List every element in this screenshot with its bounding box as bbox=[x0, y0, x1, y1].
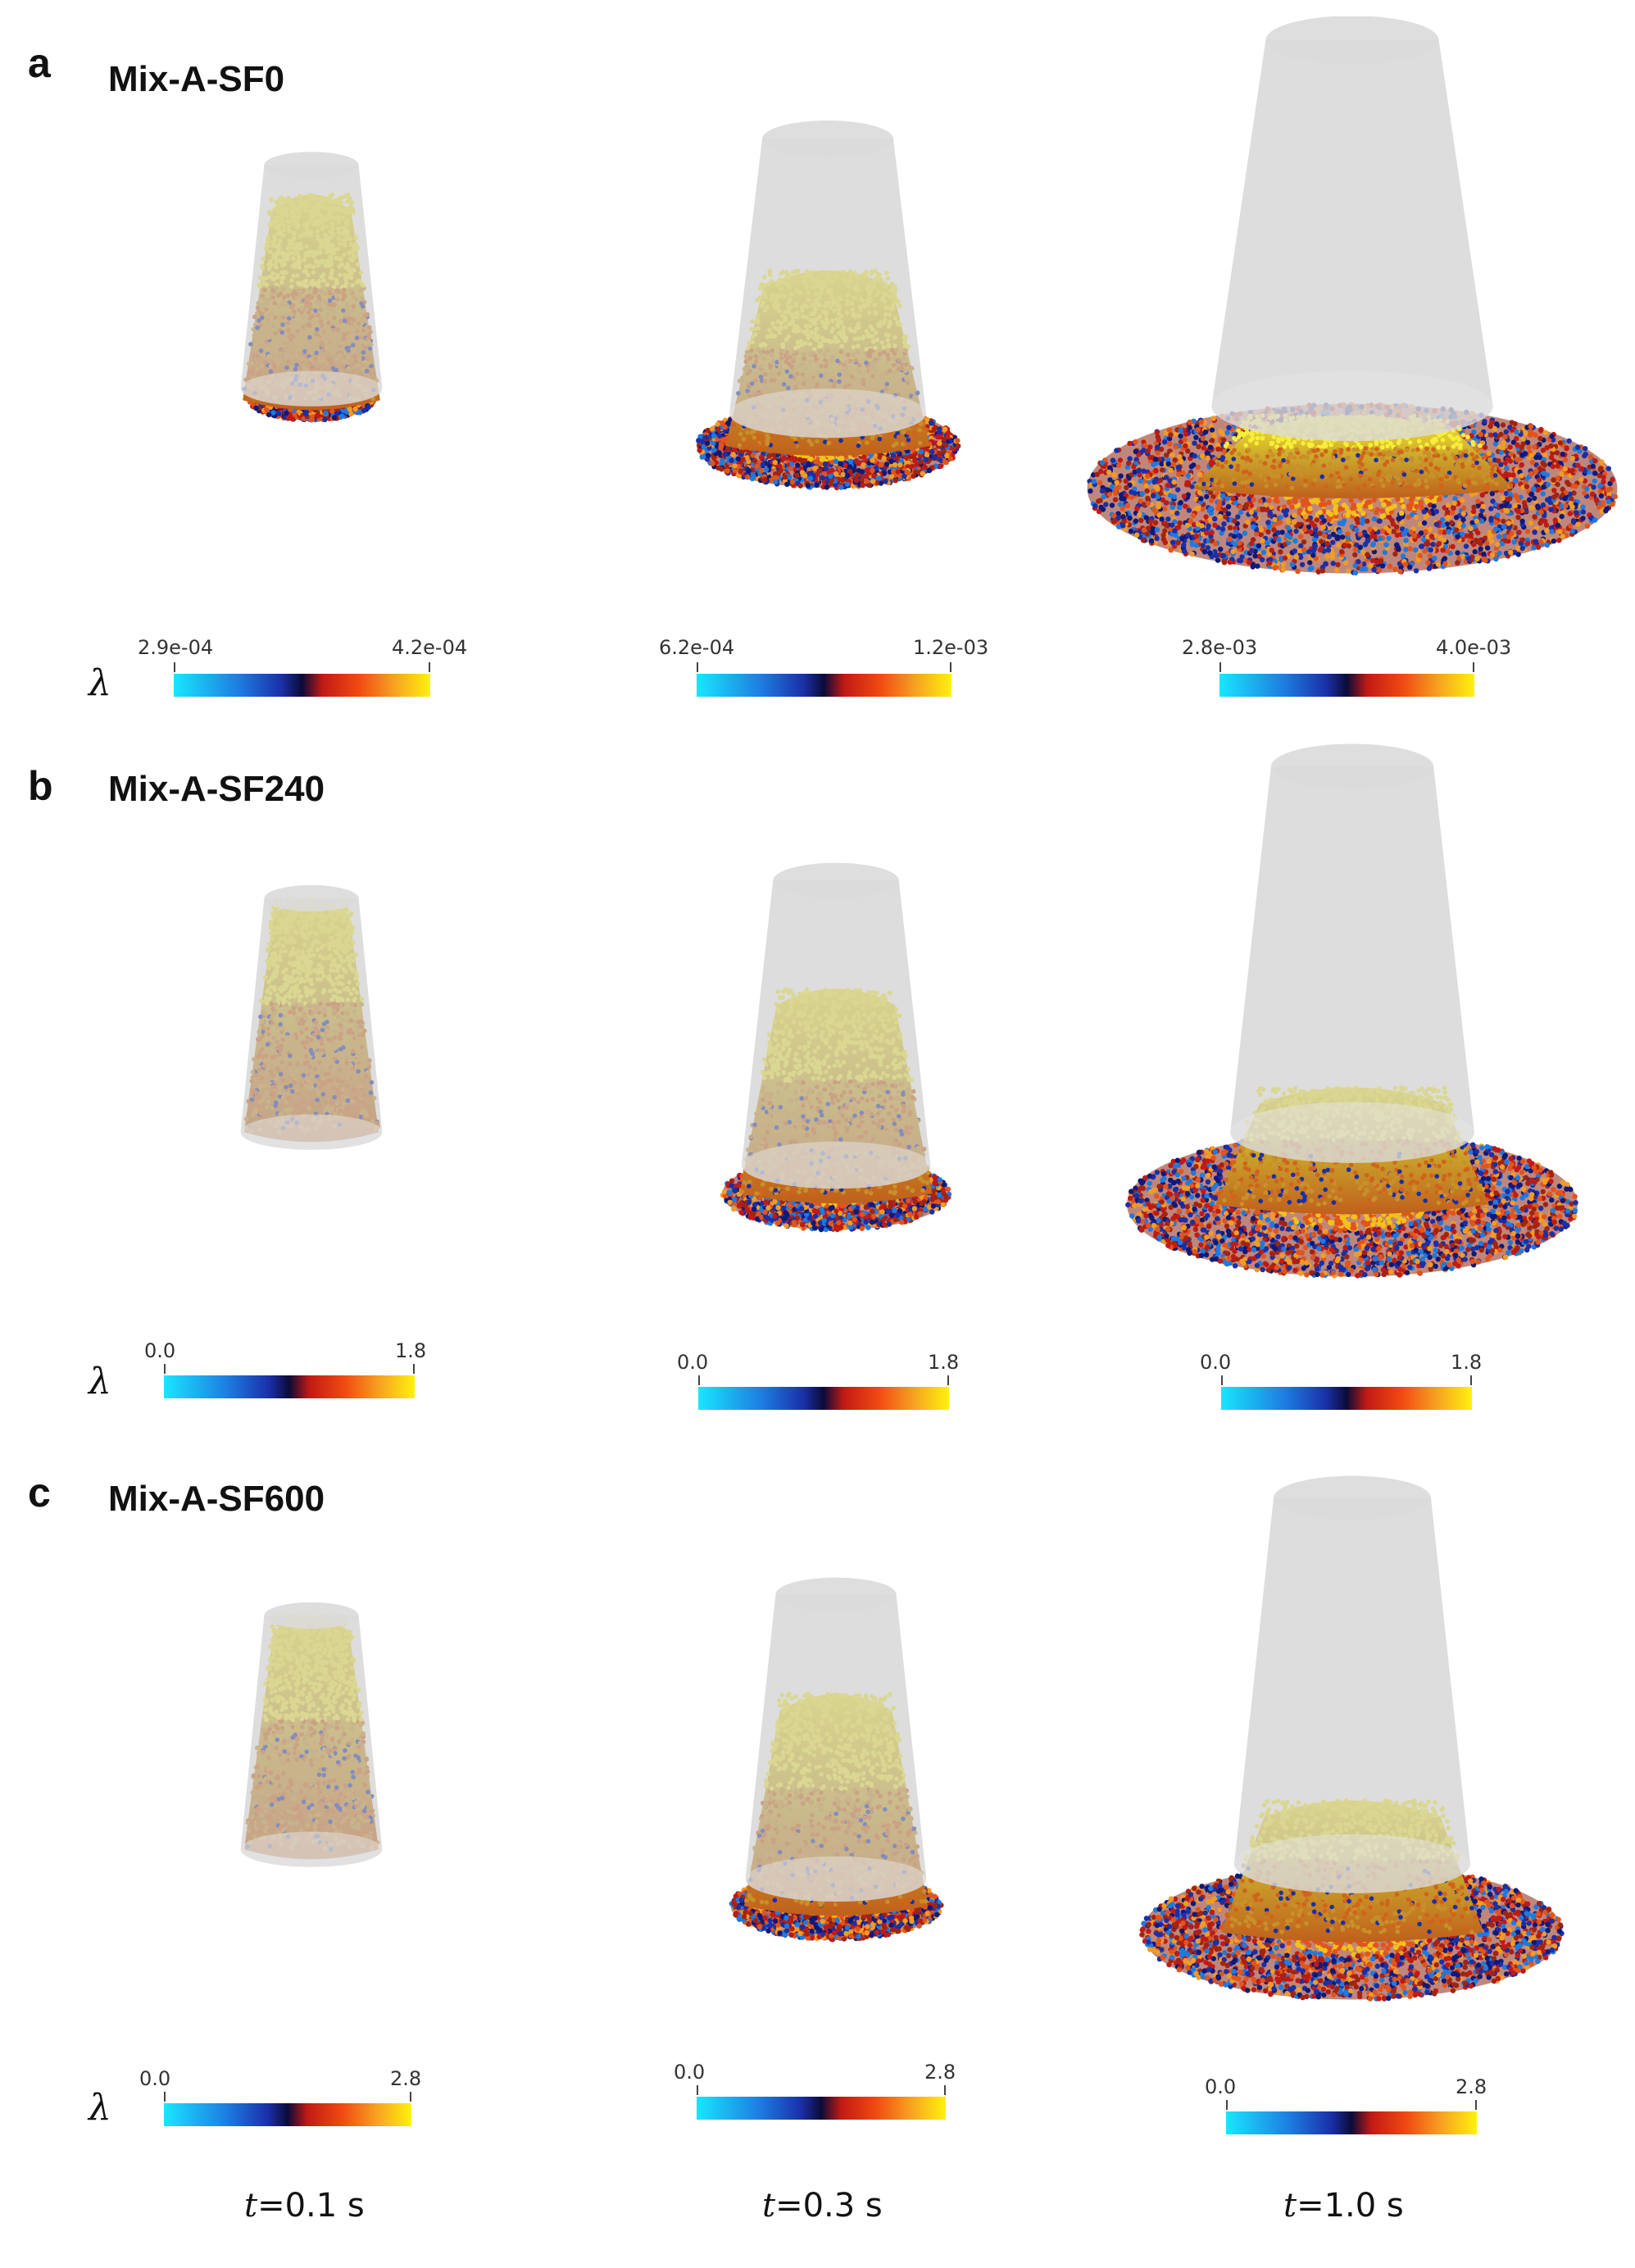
colorbar-min-label: 0.0 bbox=[1200, 1351, 1231, 1374]
colorbar-max-label: 2.8 bbox=[924, 2061, 956, 2084]
colorbar-min-label: 0.0 bbox=[677, 1351, 708, 1374]
colorbar-tick bbox=[174, 662, 175, 672]
time-label-t01: t=0.1 s bbox=[244, 2187, 365, 2225]
colorbar-tick bbox=[1226, 2100, 1228, 2110]
lambda-label-a: λ bbox=[89, 662, 111, 704]
colorbar-gradient bbox=[697, 674, 951, 697]
panel-letter-a: a bbox=[28, 39, 51, 87]
time-label-t03: t=0.3 s bbox=[762, 2187, 883, 2225]
sim-b-t10 bbox=[1125, 743, 1578, 1279]
colorbar-tick bbox=[164, 2092, 166, 2102]
colorbar-tick bbox=[429, 662, 430, 672]
colorbar-min-label: 2.9e-04 bbox=[138, 636, 213, 659]
colorbar-max-label: 1.8 bbox=[395, 1339, 426, 1362]
time-value: =1.0 s bbox=[1297, 2187, 1404, 2225]
panel-title-b: Mix-A-SF240 bbox=[108, 769, 325, 810]
time-value: =0.3 s bbox=[775, 2187, 883, 2225]
sim-c-t10 bbox=[1139, 1475, 1565, 2002]
sim-c-t01 bbox=[240, 1602, 383, 1867]
colorbar-max-label: 2.8 bbox=[1456, 2075, 1487, 2098]
panel-letter-b: b bbox=[28, 762, 53, 810]
time-label-t10: t=1.0 s bbox=[1283, 2187, 1404, 2225]
sim-b-t01 bbox=[240, 884, 383, 1150]
colorbar-gradient bbox=[698, 1387, 949, 1410]
time-symbol: t bbox=[1283, 2187, 1297, 2225]
panel-title-a: Mix-A-SF0 bbox=[108, 59, 284, 100]
panel-title-c: Mix-A-SF600 bbox=[108, 1479, 325, 1520]
colorbar-gradient bbox=[1226, 2111, 1477, 2134]
colorbar-tick bbox=[1219, 662, 1221, 672]
colorbar-gradient bbox=[1219, 674, 1474, 697]
lambda-label-c: λ bbox=[89, 2087, 111, 2129]
time-symbol: t bbox=[762, 2187, 775, 2225]
colorbar-min-label: 0.0 bbox=[1205, 2075, 1236, 2098]
colorbar-gradient bbox=[174, 674, 430, 697]
colorbar-min-label: 6.2e-04 bbox=[659, 636, 734, 659]
colorbar-tick bbox=[1473, 662, 1474, 672]
colorbar-max-label: 1.8 bbox=[928, 1351, 959, 1374]
colorbar-max-label: 4.0e-03 bbox=[1436, 636, 1511, 659]
colorbar-gradient bbox=[697, 2097, 946, 2120]
colorbar-tick bbox=[950, 662, 951, 672]
colorbar-tick bbox=[698, 1375, 700, 1385]
colorbar-max-label: 4.2e-04 bbox=[392, 636, 467, 659]
colorbar-max-label: 1.8 bbox=[1451, 1351, 1482, 1374]
colorbar-tick bbox=[944, 2085, 946, 2095]
sim-b-t03 bbox=[720, 862, 952, 1233]
colorbar-min-label: 0.0 bbox=[674, 2061, 705, 2084]
time-symbol: t bbox=[244, 2187, 257, 2225]
colorbar-tick bbox=[947, 1375, 949, 1385]
colorbar-tick bbox=[697, 2085, 698, 2095]
sim-a-t01 bbox=[240, 152, 383, 423]
colorbar-gradient bbox=[164, 1375, 415, 1398]
colorbar-tick bbox=[697, 662, 698, 672]
colorbar-min-label: 2.8e-03 bbox=[1182, 636, 1257, 659]
colorbar-min-label: 0.0 bbox=[139, 2067, 170, 2090]
colorbar-tick bbox=[413, 1364, 415, 1374]
colorbar-gradient bbox=[164, 2103, 411, 2126]
panel-letter-c: c bbox=[28, 1469, 51, 1516]
sim-c-t03 bbox=[729, 1577, 944, 1943]
colorbar-tick bbox=[410, 2092, 411, 2102]
colorbar-max-label: 1.2e-03 bbox=[913, 636, 988, 659]
sim-a-t03 bbox=[696, 120, 961, 491]
colorbar-min-label: 0.0 bbox=[144, 1339, 175, 1362]
colorbar-tick bbox=[1475, 2100, 1477, 2110]
colorbar-max-label: 2.8 bbox=[390, 2067, 421, 2090]
colorbar-tick bbox=[1221, 1375, 1223, 1385]
colorbar-tick bbox=[164, 1364, 166, 1374]
lambda-label-b: λ bbox=[89, 1361, 111, 1402]
colorbar-tick bbox=[1470, 1375, 1472, 1385]
colorbar-gradient bbox=[1221, 1387, 1472, 1410]
sim-a-t10 bbox=[1087, 16, 1619, 576]
time-value: =0.1 s bbox=[257, 2187, 365, 2225]
